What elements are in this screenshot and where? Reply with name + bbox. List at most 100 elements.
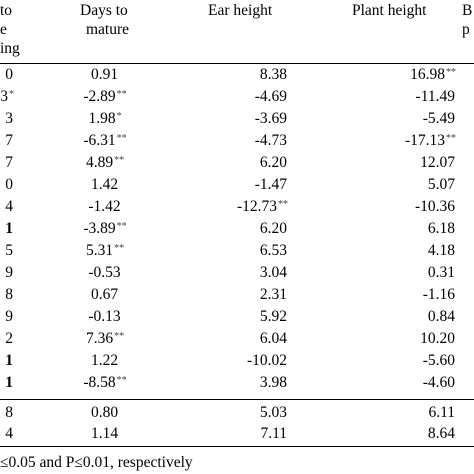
plant-height-cell: 5.07 [350,176,456,194]
row-label: 8 [0,286,14,304]
plant-height-cell: 0.84 [350,308,456,326]
ear-height-cell-value: -10.02 [246,352,287,369]
days-to-mature-cell-significance: ** [116,221,127,232]
days-to-mature-cell-value: 0.91 [90,66,119,83]
days-to-mature-cell-value: 4.89 [85,154,114,171]
header-col0-line2: e [0,21,7,38]
plant-height-cell: -10.36 [350,198,456,216]
ear-height-cell: -4.73 [205,132,288,150]
days-to-mature-cell-value: -0.53 [88,264,121,281]
row-label: 5 [0,242,14,260]
days-to-mature-cell-value: -0.13 [88,308,121,325]
days-to-mature-cell-significance: ** [114,331,125,342]
header-days-to-mature-line1: Days to [80,2,128,19]
header-col4-line1: B [462,2,473,19]
row-label-value: 7 [5,154,13,171]
row-label: 3 [0,110,14,128]
row-label-value: 1 [5,374,13,391]
header-col0-line1: to [0,2,13,19]
ear-height-cell: 6.53 [205,242,288,260]
row-label-value: 0 [5,66,13,83]
ear-height-cell: -1.47 [205,176,288,194]
days-to-mature-cell-significance: ** [116,133,127,144]
row-label-value: 5 [5,242,13,259]
ear-height-cell: 6.20 [205,220,288,238]
plant-height-cell-value: 6.18 [427,220,455,237]
plant-height-cell-value: -10.36 [414,198,455,215]
row-label-value: 3 [0,88,8,105]
row-label-value: 4 [5,198,13,215]
plant-height-cell-significance: ** [446,67,456,78]
row-label-value: 7 [5,132,13,149]
days-to-mature-cell: 0.91 [60,66,150,84]
days-to-mature-cell-value: 7.36 [85,330,114,347]
plant-height-cell-value: 10.20 [420,330,455,347]
row-label-value: 1 [5,220,13,237]
days-to-mature-cell: -3.89** [60,220,150,238]
summary-label-value: 8 [5,404,13,421]
plant-height-cell-value: 0.31 [427,264,455,281]
days-to-mature-cell-value: -2.89 [83,88,116,105]
plant-height-cell: 8.64 [350,425,456,443]
days-to-mature-cell-significance: ** [116,89,127,100]
plant-height-cell-value: 12.07 [420,154,455,171]
plant-height-cell-value: 5.07 [427,176,455,193]
ear-height-cell-value: 6.20 [259,220,287,237]
ear-height-cell-value: -1.47 [254,176,287,193]
ear-height-cell: -12.73** [205,198,288,216]
days-to-mature-cell: -0.13 [60,308,150,326]
plant-height-cell: -4.60 [350,374,456,392]
summary-label: 8 [0,404,14,422]
row-label: 0 [0,176,14,194]
summary-rule [0,399,474,400]
days-to-mature-cell: -6.31** [60,132,150,150]
days-to-mature-cell-value: 0.67 [90,286,119,303]
plant-height-cell-value: -5.60 [422,352,455,369]
days-to-mature-cell-value: 1.98 [88,110,116,127]
plant-height-cell-value: -17.13 [404,132,445,149]
row-label-value: 9 [5,264,13,281]
plant-height-cell-value: 6.11 [428,404,455,421]
row-label-significance: * [9,89,14,100]
days-to-mature-cell: 0.80 [60,404,150,422]
ear-height-cell: 2.31 [205,286,288,304]
ear-height-cell: 6.04 [205,330,288,348]
row-label: 9 [0,308,14,326]
days-to-mature-cell-value: -8.58 [83,374,116,391]
plant-height-cell: 4.18 [350,242,456,260]
header-plant-height: Plant height [352,2,427,19]
days-to-mature-cell: -8.58** [60,374,150,392]
days-to-mature-cell: 0.67 [60,286,150,304]
ear-height-cell: 3.04 [205,264,288,282]
days-to-mature-cell: 1.42 [60,176,150,194]
ear-height-cell-value: 6.20 [259,154,287,171]
ear-height-cell-value: -3.69 [254,110,287,127]
plant-height-cell-value: -4.60 [422,374,455,391]
ear-height-cell: -3.69 [205,110,288,128]
plant-height-cell-value: 4.18 [427,242,455,259]
days-to-mature-cell-value: -6.31 [83,132,116,149]
days-to-mature-cell-significance: ** [114,155,125,166]
summary-label-value: 4 [5,425,13,442]
plant-height-cell: -17.13** [350,132,456,150]
ear-height-cell-value: 2.31 [259,286,287,303]
ear-height-cell-value: 5.92 [259,308,287,325]
ear-height-cell: 8.38 [205,66,288,84]
row-label: 0 [0,66,14,84]
days-to-mature-cell: -1.42 [60,198,150,216]
row-label: 1 [0,374,14,392]
ear-height-cell-value: 5.03 [259,404,287,421]
row-label: 4 [0,198,14,216]
row-label-value: 0 [5,176,13,193]
row-label: 9 [0,264,14,282]
row-label: 7 [0,154,14,172]
ear-height-cell-value: 3.98 [259,374,287,391]
summary-label: 4 [0,425,14,443]
plant-height-cell-value: 8.64 [427,425,455,442]
ear-height-cell: 3.98 [205,374,288,392]
row-label-value: 9 [5,308,13,325]
plant-height-cell-value: -1.16 [422,286,455,303]
row-label: 7 [0,132,14,150]
ear-height-cell: -10.02 [205,352,288,370]
ear-height-cell: 5.03 [205,404,288,422]
